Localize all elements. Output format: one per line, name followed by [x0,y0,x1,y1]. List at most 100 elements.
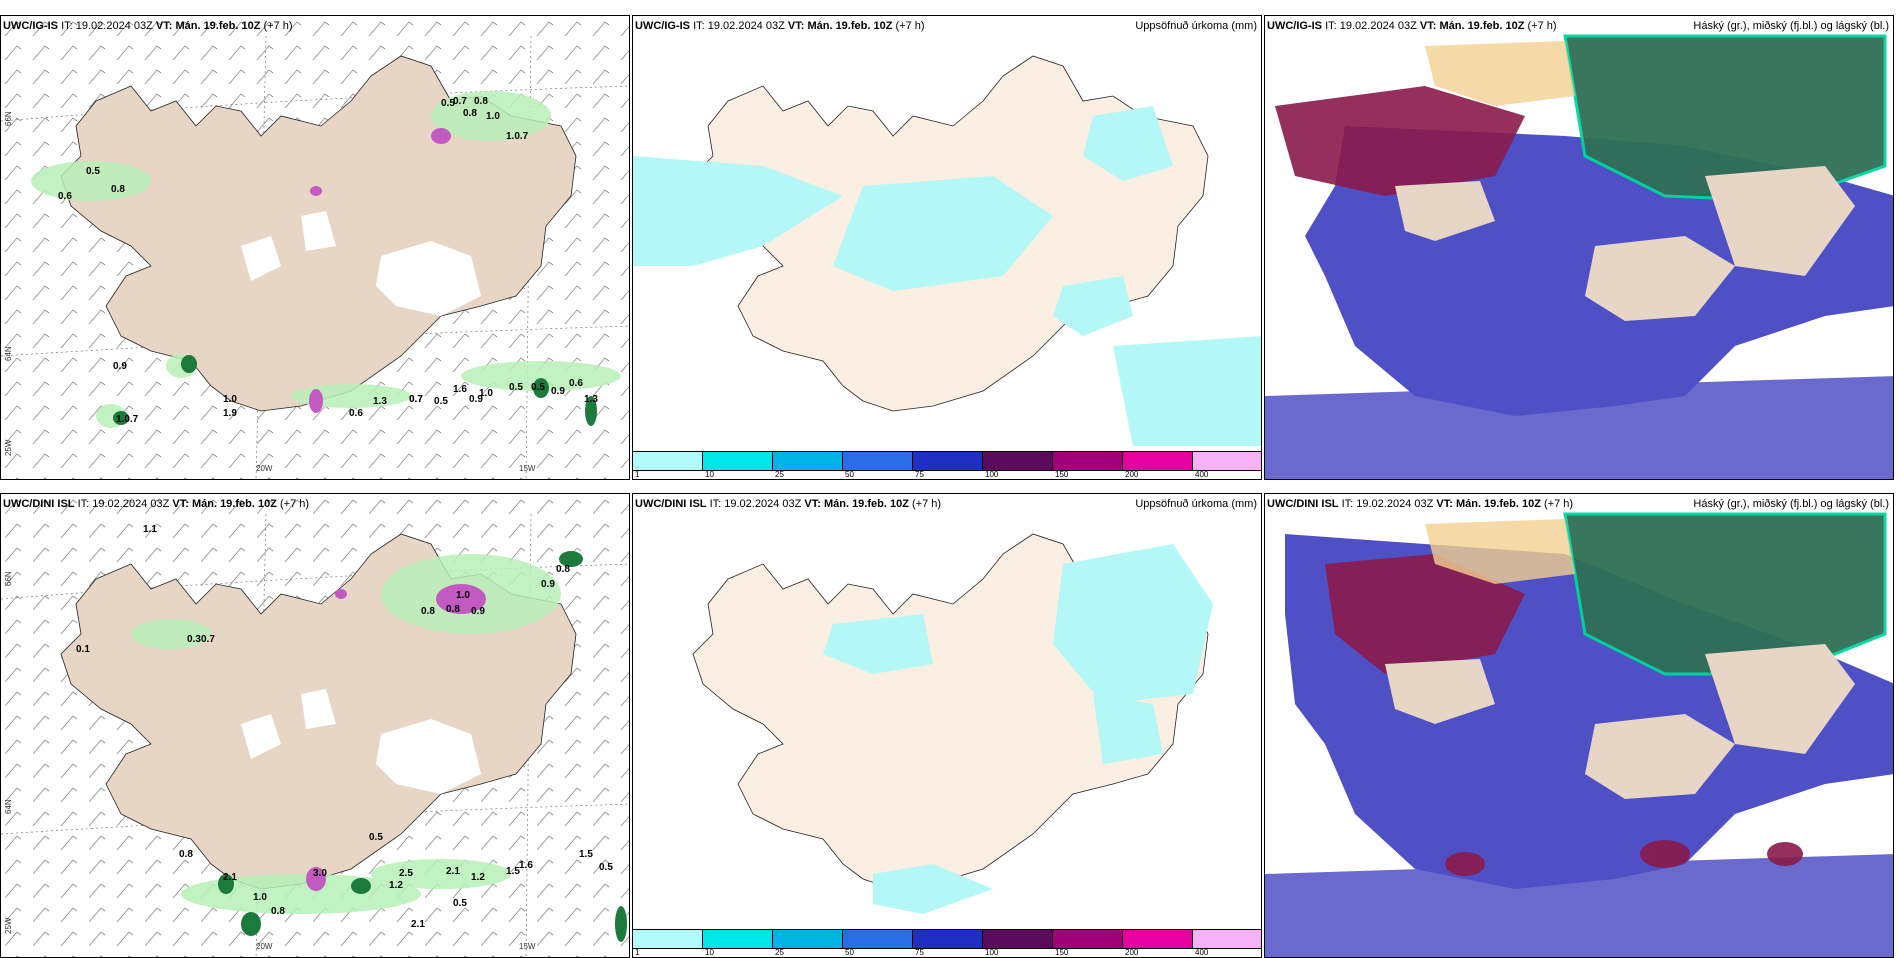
precip-value: 1.0 [479,388,493,399]
panel-header: UWC/IG-IS IT: 19.02.2024 03Z VT: Mán. 19… [635,20,925,32]
model-name: UWC/DINI ISL [635,498,707,510]
colorbar-swatch [773,452,843,470]
precip-value: 1.2 [471,872,485,883]
precip-value: 0.5 [441,98,455,109]
vt-value: Mán. 19.feb. 10Z [807,20,893,32]
iceland-precip-map [692,533,1213,914]
colorbar-tick-label: 200 [1125,948,1139,957]
vt-label: VT: [1419,20,1437,32]
lead-time: (+7 h) [1527,20,1557,32]
colorbar-tick-label: 50 [845,470,854,479]
precip-value: 0.8 [179,849,193,860]
accum-precip-map-dini: UWC/DINI ISL IT: 19.02.2024 03Z VT: Mán.… [632,493,1262,958]
it-value: 19.02.2024 03Z [92,498,170,510]
lon-label-20: 20W [256,464,273,473]
colorbar-tick-label: 400 [1195,948,1209,957]
panel-title: Uppsöfnuð úrkoma (mm) [1135,498,1257,510]
colorbar-swatch [1123,930,1193,948]
vt-value: Mán. 19.feb. 10Z [1439,20,1525,32]
lead-time: (+7 h) [263,20,293,32]
panel-title: Háský (gr.), miðský (fj.bl.) og lágský (… [1693,20,1889,32]
lat-label-64: 64N [4,799,13,814]
colorbar-tick-label: 150 [1055,948,1069,957]
it-value: 19.02.2024 03Z [707,20,785,32]
model-name: UWC/IG-IS [3,20,58,32]
vt-value: Mán. 19.feb. 10Z [175,20,261,32]
lon-label-15: 15W [519,464,536,473]
lat-label-64: 64N [4,346,13,361]
precip-value: 0.6 [569,378,583,389]
colorbar-swatch [1053,452,1123,470]
lat-label-66: 66N [4,571,13,586]
precip-value: 2.1 [411,919,425,930]
colorbar-swatch [913,930,983,948]
cloud-map-dini: UWC/DINI ISL IT: 19.02.2024 03Z VT: Mán.… [1264,493,1894,958]
model-name: UWC/DINI ISL [1267,498,1339,510]
lead-time: (+7 h) [912,498,942,510]
precip-value: 2.1 [446,866,460,877]
colorbar-swatch [913,452,983,470]
lon-label-25: 25W [4,917,13,934]
model-name: UWC/IG-IS [635,20,690,32]
precip-value: 0.7 [453,96,467,107]
panel-header: UWC/DINI ISL IT: 19.02.2024 03Z VT: Mán.… [3,498,309,510]
lon-label-20: 20W [256,942,273,951]
it-value: 19.02.2024 03Z [1356,498,1434,510]
panel-title: Háský (gr.), miðský (fj.bl.) og lágský (… [1693,498,1889,510]
iceland-wind-map [1,16,629,479]
colorbar-tick-label: 150 [1055,470,1069,479]
lead-time: (+7 h) [1544,498,1574,510]
precip-value: 2.1 [223,872,237,883]
precip-value: 1.0 [486,111,500,122]
colorbar-tick-label: 100 [985,470,999,479]
precip-value: 0.8 [556,564,570,575]
vt-label: VT: [787,20,805,32]
colorbar-tick-label: 1 [635,470,640,479]
it-label: IT: [1341,498,1354,510]
colorbar-tick-label: 400 [1195,470,1209,479]
precip-value: 1.2 [389,880,403,891]
vt-value: Mán. 19.feb. 10Z [1455,498,1541,510]
precip-value: 0.3 [187,634,201,645]
colorbar-tick-label: 1 [635,948,640,957]
iceland-cloud-map [1265,494,1893,957]
precip-value: 0.5 [434,396,448,407]
precip-value: 0.8 [271,906,285,917]
precip-value: 0.8 [463,108,477,119]
colorbar-swatches [633,929,1261,949]
colorbar-tick-label: 75 [915,948,924,957]
colorbar-swatch [703,452,773,470]
precip-colorbar: 1 10 25 50 75 100 150 200 400 [633,451,1261,479]
precip-value: 0.9 [469,394,483,405]
precip-value: 0.5 [86,166,100,177]
colorbar-swatch [983,452,1053,470]
precip-value: 0.7 [201,634,215,645]
lon-label-15: 15W [519,942,536,951]
precip-value: 0.8 [111,184,125,195]
precip-value: 0.5 [531,382,545,393]
it-label: IT: [709,498,722,510]
panel-header: UWC/DINI ISL IT: 19.02.2024 03Z VT: Mán.… [635,498,941,510]
colorbar-swatch [1193,930,1261,948]
colorbar-tick-label: 25 [775,470,784,479]
colorbar-tick-label: 50 [845,948,854,957]
precip-value: 1.0 [253,892,267,903]
vt-label: VT: [172,498,189,510]
precip-value: 1.5 [579,849,593,860]
precip-colorbar: 1 10 25 50 75 100 150 200 400 [633,929,1261,957]
vt-label: VT: [1436,498,1453,510]
precip-value: 1.0 [456,590,470,601]
precip-value: 1.9 [223,408,237,419]
lat-label-66: 66N [4,111,13,126]
colorbar-tick-label: 10 [705,470,714,479]
cloud-map-igis: UWC/IG-IS IT: 19.02.2024 03Z VT: Mán. 19… [1264,15,1894,480]
colorbar-swatch [703,930,773,948]
iceland-cloud-map [1265,16,1893,479]
precip-value: 1.6 [519,860,533,871]
vt-label: VT: [155,20,173,32]
it-value: 19.02.2024 03Z [75,20,153,32]
vt-label: VT: [804,498,821,510]
it-label: IT: [693,20,705,32]
it-value: 19.02.2024 03Z [724,498,802,510]
colorbar-swatch [843,930,913,948]
